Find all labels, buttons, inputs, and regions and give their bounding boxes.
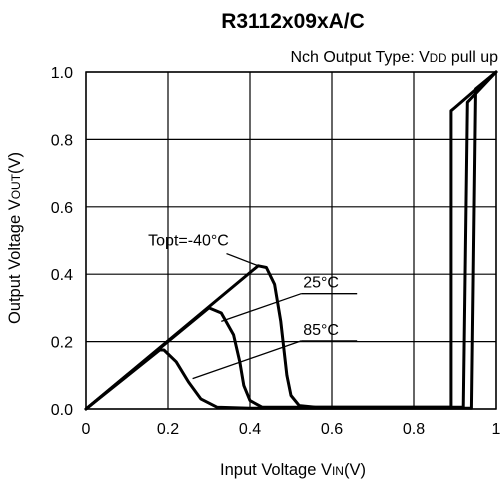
x-tick-label: 0 xyxy=(82,421,91,438)
y-axis-label: Output Voltage VOUT(V) xyxy=(6,152,24,324)
chart-title-text: R3112x09xA/C xyxy=(221,10,365,33)
chart-subtitle-prefix: Nch Output Type: V xyxy=(290,49,430,66)
annotation-label: Topt=-40°C xyxy=(148,233,229,250)
y-tick-label: 1.0 xyxy=(51,65,73,82)
series-line-1 xyxy=(84,70,498,411)
chart-subtitle-subscript: DD xyxy=(430,53,447,65)
y-axis-label-prefix: Output Voltage V xyxy=(6,199,24,324)
x-axis-label-prefix: Input Voltage V xyxy=(220,461,332,479)
chart-subtitle: Nch Output Type: VDD pull up xyxy=(290,49,498,66)
chart-title: R3112x09xA/C xyxy=(221,10,365,33)
annotations: Topt=-40°C 25°C 85°C xyxy=(148,233,358,380)
chart-subtitle-suffix: pull up xyxy=(446,49,498,66)
annotation-leader xyxy=(221,293,302,322)
y-tick-label: 0.0 xyxy=(51,402,73,419)
y-axis-label-suffix: (V) xyxy=(6,152,24,174)
tick-labels: 0 0.2 0.4 0.6 0.8 1 0.0 0.2 0.4 0.6 0.8 1.0 xyxy=(51,65,501,438)
annotation-label: 85°C xyxy=(303,322,339,339)
y-tick-label: 0.6 xyxy=(51,200,73,217)
x-axis-label: Input Voltage VIN(V) xyxy=(220,461,366,479)
plot-frame xyxy=(85,71,497,410)
y-tick-label: 0.2 xyxy=(51,335,73,352)
x-tick-label: 0.8 xyxy=(403,421,425,438)
y-tick-label: 0.4 xyxy=(51,267,73,284)
series-line-2 xyxy=(84,70,498,411)
x-axis-label-suffix: (V) xyxy=(344,461,366,479)
x-tick-label: 1 xyxy=(492,421,501,438)
y-tick-label: 0.8 xyxy=(51,132,73,149)
annotation-label: 25°C xyxy=(303,275,339,292)
x-axis-label-subscript: IN xyxy=(332,464,344,478)
x-tick-label: 0.2 xyxy=(157,421,179,438)
x-tick-label: 0.6 xyxy=(321,421,343,438)
series-line-0 xyxy=(84,70,498,411)
annotation-leader xyxy=(192,340,302,380)
x-tick-label: 0.4 xyxy=(239,421,261,438)
series-group xyxy=(84,70,498,411)
y-axis-label-subscript: OUT xyxy=(9,173,23,199)
annotation-leader xyxy=(226,252,259,267)
